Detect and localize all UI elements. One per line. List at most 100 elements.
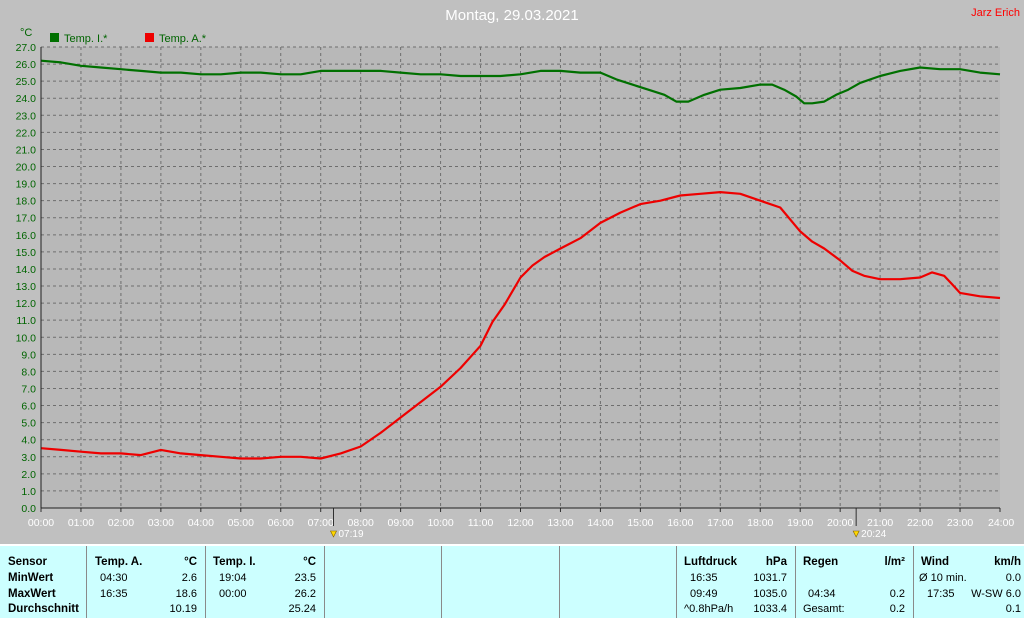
x-tick-label: 10:00	[427, 517, 453, 529]
temp-i-max-time: 00:00	[219, 588, 247, 600]
stats-col-pressure: Luftdruck hPa 16:35 1031.7 09:49 1035.0 …	[677, 546, 796, 618]
y-axis-ticks: 0.0 1.0 2.0 3.0 4.0 5.0 6.0 7.0 8.0 9.0 10.0 11.0 12…	[16, 42, 37, 515]
x-tick-label: 11:00	[468, 517, 494, 529]
sunset-time: 20:24	[861, 529, 886, 540]
temp-a-unit: °C	[184, 556, 197, 568]
y-tick-label: 0.0	[21, 503, 36, 515]
series-lines	[40, 59, 1001, 460]
temp-i-max-value: 26.2	[294, 588, 316, 600]
stats-col-temp-a: Temp. A. °C 04:30 2.6 16:35 18.6 10.19	[87, 546, 206, 618]
pressure-min-value: 1031.7	[753, 572, 787, 584]
pressure-header: Luftdruck	[684, 556, 738, 568]
stats-col-temp-i: Temp. I. °C 19:04 23.5 00:00 26.2 25.24	[206, 546, 325, 618]
stats-col-wind: Wind km/h Ø 10 min. 0.0 17:35 W-SW 6.0 0…	[914, 546, 1024, 618]
author-label: Jarz Erich	[971, 7, 1020, 19]
rain-header: Regen	[803, 556, 839, 568]
x-tick-label: 08:00	[348, 517, 374, 529]
y-tick-label: 10.0	[16, 332, 37, 344]
x-tick-label: 01:00	[68, 517, 94, 529]
chart-title: Montag, 29.03.2021	[445, 7, 578, 24]
x-tick-label: 19:00	[787, 517, 813, 529]
sun-markers: 07:19 20:24	[330, 508, 887, 540]
y-tick-label: 18.0	[16, 196, 37, 208]
row-label-avg: Durchschnitt	[8, 603, 79, 615]
wind-gust-time: 17:35	[927, 588, 955, 600]
y-tick-label: 15.0	[16, 247, 37, 259]
x-tick-label: 09:00	[387, 517, 413, 529]
y-axis-unit: °C	[20, 27, 32, 39]
y-tick-label: 16.0	[16, 230, 37, 242]
pressure-max-value: 1035.0	[753, 588, 787, 600]
series-line-indoor	[40, 59, 1001, 105]
stats-col-empty-3	[560, 546, 677, 618]
temp-a-avg-value: 10.19	[169, 603, 197, 615]
y-tick-label: 12.0	[16, 298, 37, 310]
row-label-min: MinWert	[8, 572, 54, 584]
grid-lines	[41, 46, 1000, 508]
wind-header: Wind	[921, 556, 949, 568]
wind-row3-value: 0.1	[1005, 603, 1021, 615]
x-tick-label: 16:00	[667, 517, 693, 529]
stats-col-empty-1	[325, 546, 442, 618]
wind-avg-value: 0.0	[1005, 572, 1021, 584]
sunrise-time: 07:19	[338, 529, 363, 540]
y-tick-label: 17.0	[16, 213, 37, 225]
y-tick-label: 13.0	[16, 281, 37, 293]
temperature-chart: Montag, 29.03.2021 Jarz Erich °C Temp. I…	[15, 7, 1020, 540]
temp-a-max-value: 18.6	[175, 588, 197, 600]
pressure-trend: ^0.8hPa/h	[684, 603, 734, 615]
sensor-header: Sensor	[8, 556, 47, 568]
legend-swatch-outdoor	[145, 33, 154, 42]
legend: Temp. I.* Temp. A.*	[50, 33, 207, 45]
sunrise-icon	[330, 530, 337, 538]
y-tick-label: 6.0	[21, 401, 36, 413]
temp-i-header: Temp. I.	[213, 556, 256, 568]
temp-i-avg-value: 25.24	[288, 603, 316, 615]
pressure-min-time: 16:35	[690, 572, 718, 584]
y-tick-label: 9.0	[21, 349, 36, 361]
series-line-outdoor	[40, 191, 1001, 460]
pressure-max-time: 09:49	[690, 588, 718, 600]
y-tick-label: 11.0	[16, 315, 36, 327]
y-tick-label: 26.0	[16, 59, 37, 71]
x-tick-label: 00:00	[28, 517, 54, 529]
y-tick-label: 5.0	[21, 418, 36, 430]
x-axis-ticks: 00:00 01:00 02:00 03:00 04:00 05:00 06:00 07:00…	[28, 508, 1014, 529]
y-tick-label: 19.0	[16, 179, 37, 191]
x-tick-label: 14:00	[587, 517, 613, 529]
y-tick-label: 21.0	[16, 144, 37, 156]
x-tick-label: 24:00	[988, 517, 1014, 529]
temp-a-min-time: 04:30	[100, 572, 128, 584]
y-tick-label: 14.0	[16, 264, 37, 276]
x-tick-label: 05:00	[228, 517, 254, 529]
temp-a-max-time: 16:35	[100, 588, 128, 600]
pressure-unit: hPa	[765, 556, 787, 568]
y-tick-label: 3.0	[21, 452, 36, 464]
wind-avg-label: Ø 10 min.	[919, 572, 967, 584]
x-tick-label: 15:00	[627, 517, 653, 529]
rain-total-label: Gesamt:	[803, 603, 845, 615]
temp-i-min-value: 23.5	[294, 572, 316, 584]
x-tick-label: 12:00	[507, 517, 533, 529]
temp-a-header: Temp. A.	[95, 556, 143, 568]
rain-value: 0.2	[889, 588, 905, 600]
x-tick-label: 02:00	[108, 517, 134, 529]
x-tick-label: 18:00	[747, 517, 773, 529]
x-tick-label: 23:00	[947, 517, 973, 529]
y-tick-label: 24.0	[16, 93, 37, 105]
legend-label-indoor: Temp. I.*	[64, 33, 108, 45]
legend-swatch-indoor	[50, 33, 59, 42]
legend-label-outdoor: Temp. A.*	[159, 33, 207, 45]
temp-i-unit: °C	[303, 556, 316, 568]
stats-panel: Sensor MinWert MaxWert Durchschnitt Temp…	[0, 544, 1024, 618]
x-tick-label: 03:00	[148, 517, 174, 529]
x-tick-label: 20:00	[827, 517, 853, 529]
pressure-current: 1033.4	[753, 603, 787, 615]
x-tick-label: 04:00	[188, 517, 214, 529]
wind-unit: km/h	[994, 556, 1021, 568]
y-tick-label: 20.0	[16, 162, 37, 174]
y-tick-label: 22.0	[16, 127, 37, 139]
stats-col-rain: Regen l/m² 04:34 0.2 Gesamt: 0.2	[796, 546, 914, 618]
rain-time: 04:34	[808, 588, 836, 600]
rain-unit: l/m²	[884, 556, 905, 568]
